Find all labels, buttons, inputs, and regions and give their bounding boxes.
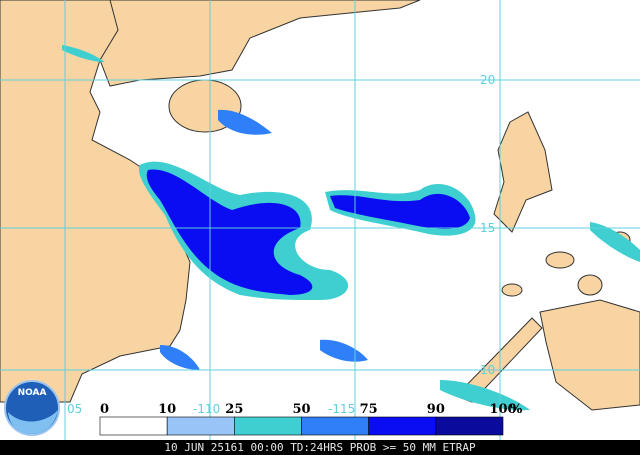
legend-label: 90	[427, 402, 445, 417]
lon-label: -110	[193, 402, 220, 416]
lat-label: 10	[480, 363, 495, 377]
legend-swatch	[301, 416, 369, 436]
legend-label: 50	[292, 402, 310, 417]
legend-swatch	[368, 416, 437, 436]
legend-label: 25	[225, 402, 243, 417]
legend-label: 100	[489, 402, 516, 417]
legend: 0 10 25 50 75 90 100%	[99, 402, 523, 436]
footer-text: 10 JUN 25161 00:00 TD:24HRS PROB >= 50 M…	[164, 441, 476, 454]
legend-label: 75	[360, 402, 378, 417]
legend-label: 0	[100, 402, 109, 417]
graticule	[0, 0, 640, 440]
legend-swatch	[435, 416, 504, 436]
legend-swatch	[99, 416, 168, 436]
logo: NOAA	[4, 380, 60, 436]
corner-label: 05	[67, 402, 82, 416]
legend-swatch	[234, 416, 302, 436]
logo-text: NOAA	[18, 388, 47, 398]
lat-label: 15	[480, 221, 495, 235]
lon-label: -115	[328, 402, 355, 416]
precip	[62, 45, 640, 411]
footer-bar	[0, 440, 640, 455]
lat-label: 20	[480, 73, 495, 87]
legend-unit: %	[510, 402, 523, 417]
legend-label: 10	[158, 402, 176, 417]
legend-swatch	[166, 416, 235, 436]
